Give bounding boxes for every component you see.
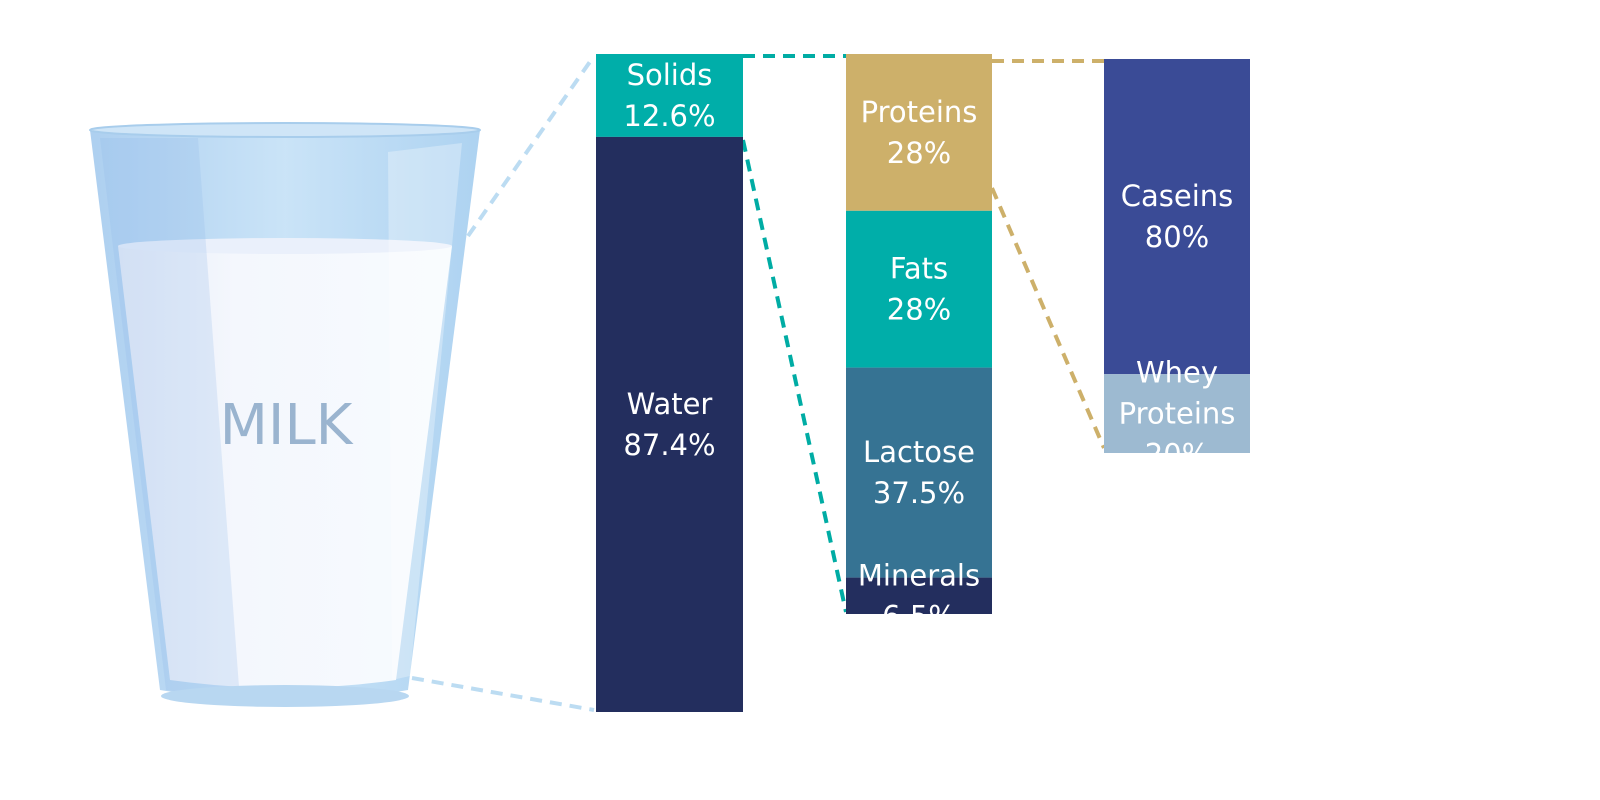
segment-name-minerals: Minerals: [858, 558, 980, 592]
connectors: [411, 54, 1106, 712]
segment-lactose: Lactose 37.5%: [846, 367, 992, 578]
milk-glass-illustration: MILK: [89, 122, 481, 707]
segment-name-whey-proteins: Whey Proteins: [1119, 356, 1236, 431]
segment-name-water: Water: [627, 387, 713, 421]
segment-value-water: 87.4%: [623, 428, 715, 462]
segment-name-caseins: Caseins: [1121, 179, 1234, 213]
segment-caseins: Caseins 80%: [1104, 59, 1250, 375]
segment-value-proteins: 28%: [887, 136, 951, 170]
segment-name-lactose: Lactose: [863, 435, 975, 469]
connector-glass-top: [466, 54, 596, 238]
segment-fats: Fats 28%: [846, 210, 992, 368]
segment-value-lactose: 37.5%: [873, 476, 965, 510]
segment-value-caseins: 80%: [1145, 220, 1209, 254]
bar-water: [596, 136, 743, 712]
bar-whey-proteins: [1104, 374, 1250, 453]
connector-proteins-bottom: [990, 187, 1106, 449]
segment-whey-proteins: Whey Proteins 20%: [1104, 356, 1250, 472]
segment-name-proteins: Proteins: [861, 95, 978, 129]
bar-caseins: [1104, 59, 1250, 375]
milk-surface: [118, 238, 452, 254]
glass-base: [161, 685, 409, 707]
bar-solids: [596, 54, 743, 137]
glass-shade: [100, 138, 240, 700]
connector-solids-bottom: [741, 139, 848, 613]
glass-highlight: [388, 143, 462, 680]
segment-value-fats: 28%: [887, 293, 951, 327]
stacked-columns: Solids 12.6% Water 87.4% Proteins 28% Fats 28% L…: [596, 54, 1250, 712]
segment-water: Water 87.4%: [596, 136, 743, 712]
segment-minerals: Minerals 6.5%: [846, 558, 992, 633]
bar-minerals: [846, 577, 992, 614]
glass-label: MILK: [220, 393, 354, 458]
segment-value-solids: 12.6%: [623, 99, 715, 133]
segment-name-solids: Solids: [627, 58, 713, 92]
segment-name-fats: Fats: [890, 252, 948, 286]
bar-lactose: [846, 367, 992, 578]
milk-fill: [118, 246, 452, 688]
connector-glass-bottom: [411, 676, 595, 712]
segment-proteins: Proteins 28%: [846, 54, 992, 211]
glass-rim: [89, 122, 481, 138]
bar-proteins: [846, 54, 992, 211]
segment-value-minerals: 6.5%: [882, 599, 956, 633]
segment-value-whey-proteins: 20%: [1145, 438, 1209, 472]
segment-solids: Solids 12.6%: [596, 54, 743, 137]
bar-fats: [846, 210, 992, 368]
